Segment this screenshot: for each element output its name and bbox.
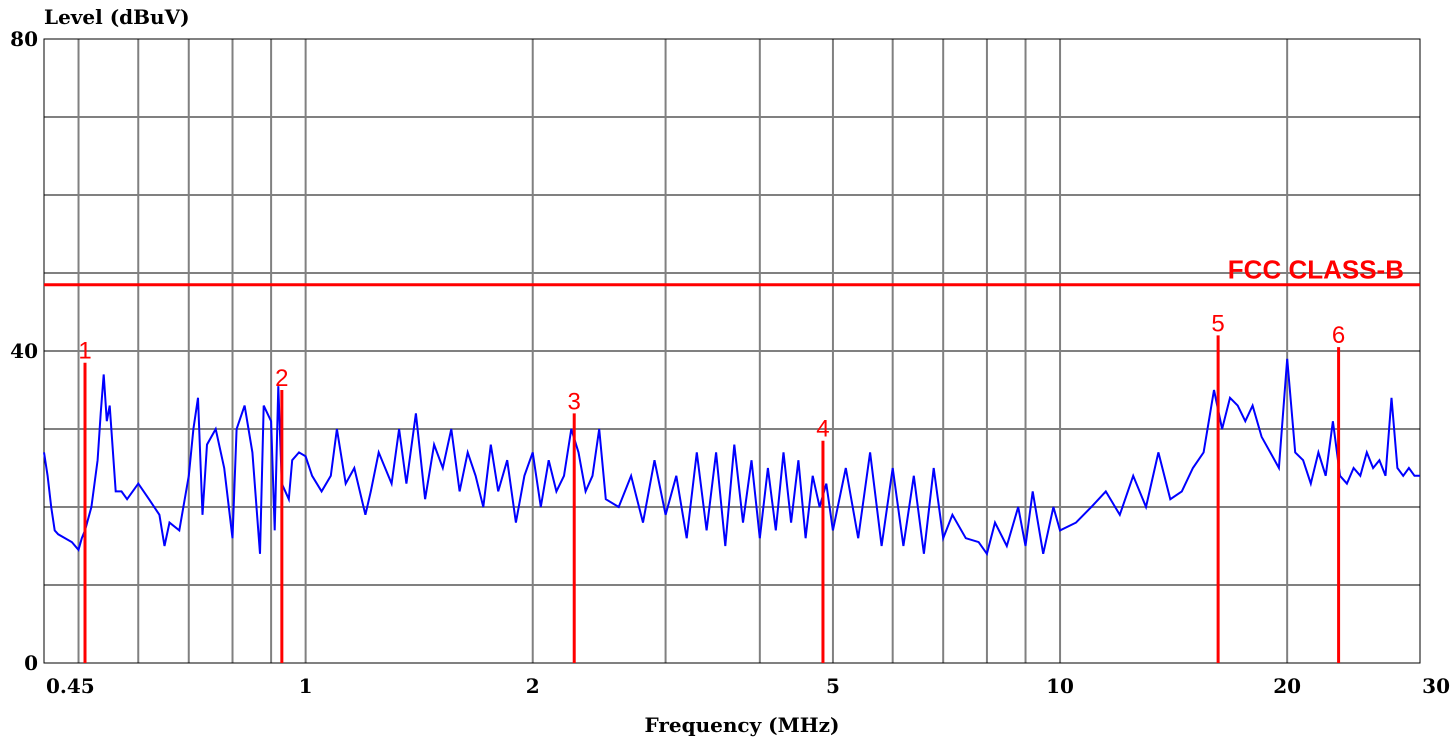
x-axis-label: Frequency (MHz)	[645, 713, 840, 737]
series-group	[43, 358, 1420, 557]
marker-label: 5	[1211, 310, 1224, 337]
x-tick-label: 20	[1273, 674, 1301, 698]
y-axis-label: Level (dBuV)	[44, 5, 190, 29]
marker-label: 2	[275, 365, 288, 392]
x-tick-label: 1	[299, 674, 313, 698]
plot-frame	[43, 38, 1421, 664]
y-tick-label: 0	[24, 651, 38, 675]
y-tick-label: 40	[10, 339, 38, 363]
series-line	[43, 358, 1420, 557]
marker-label: 6	[1332, 322, 1345, 349]
marker-label: 4	[816, 416, 829, 443]
markers-group: 1 2 3 4 5 6	[78, 310, 1345, 663]
y-tick-labels: 0 40 80	[10, 27, 38, 675]
grid	[44, 39, 1420, 663]
limit-line-group: FCC CLASS-B	[44, 255, 1420, 287]
x-tick-label: 0.45	[46, 674, 95, 698]
y-tick-label: 80	[10, 27, 38, 51]
x-tick-labels: 0.45 1 2 5 10 20 30	[46, 674, 1450, 698]
x-tick-label: 5	[826, 674, 840, 698]
marker-label: 1	[78, 338, 91, 365]
marker-label: 3	[568, 388, 581, 415]
x-tick-label: 30	[1422, 674, 1450, 698]
x-tick-label: 2	[526, 674, 540, 698]
limit-line-label: FCC CLASS-B	[1228, 255, 1404, 285]
x-tick-label: 10	[1046, 674, 1074, 698]
